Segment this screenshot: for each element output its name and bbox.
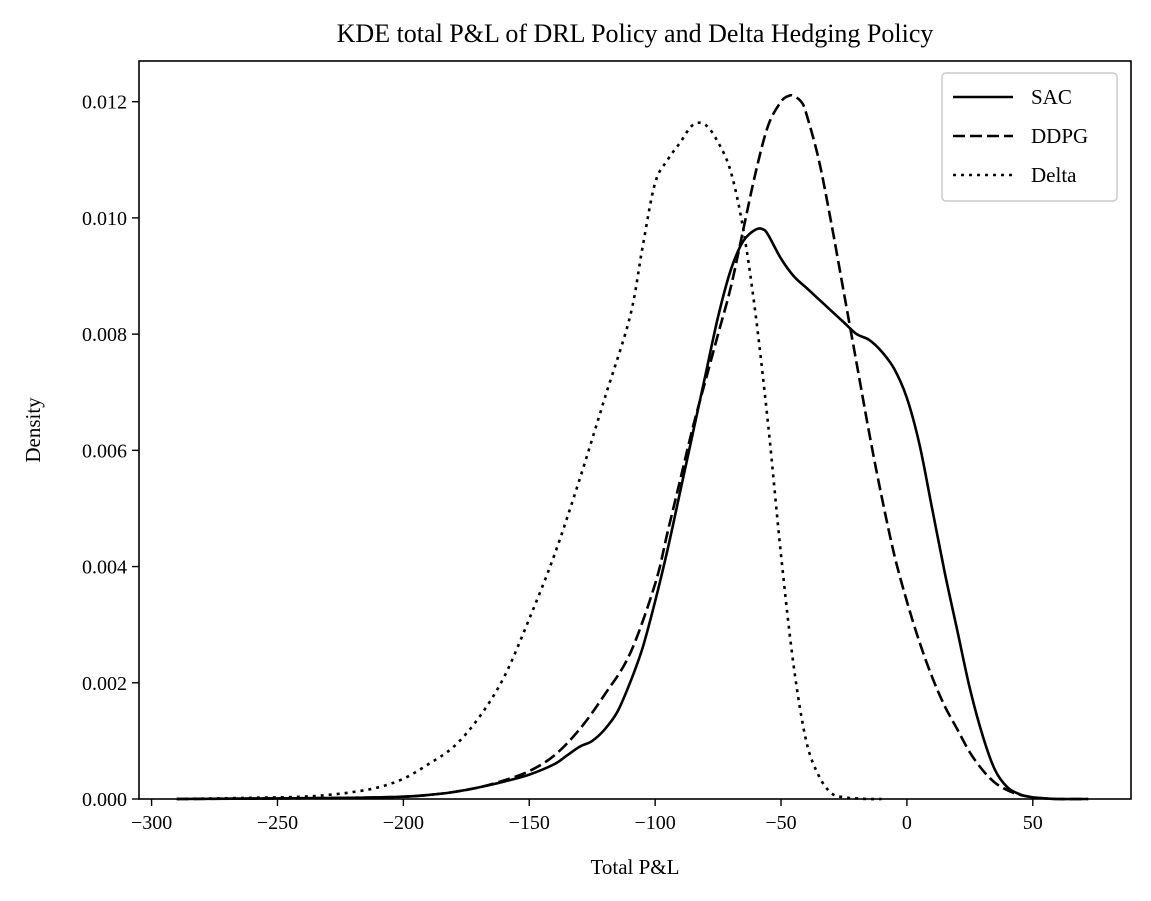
x-tick-label: −200 xyxy=(383,812,424,834)
y-tick-label: 0.012 xyxy=(82,92,127,114)
y-tick-label: 0.006 xyxy=(82,440,127,462)
x-tick-label: −100 xyxy=(635,812,676,834)
legend-label-delta: Delta xyxy=(1031,163,1077,187)
y-tick-label: 0.000 xyxy=(82,789,127,811)
y-tick-label: 0.004 xyxy=(82,557,127,579)
x-tick-label: −300 xyxy=(131,812,172,834)
legend-box xyxy=(941,72,1118,202)
x-tick-label: −150 xyxy=(509,812,550,834)
legend: SAC DDPG Delta xyxy=(941,72,1118,202)
x-tick-label: 0 xyxy=(902,812,912,834)
x-axis-title: Total P&L xyxy=(591,855,680,879)
x-tick-label: −250 xyxy=(257,812,298,834)
plot-area xyxy=(176,93,1089,801)
plot-frame xyxy=(138,60,1132,800)
x-tick-label: −50 xyxy=(765,812,796,834)
y-axis-title: Density xyxy=(21,397,45,463)
y-tick-label: 0.010 xyxy=(82,208,127,230)
y-tick-label: 0.008 xyxy=(82,324,127,346)
x-axis: −300 −250 −200 −150 −100 −50 0 50 xyxy=(131,799,1043,834)
x-tick-label: 50 xyxy=(1023,812,1043,834)
y-tick-label: 0.002 xyxy=(82,673,127,695)
y-axis: 0.000 0.002 0.004 0.006 0.008 0.010 0.012 xyxy=(82,92,139,811)
legend-label-sac: SAC xyxy=(1031,85,1072,109)
legend-label-ddpg: DDPG xyxy=(1031,124,1088,148)
series-line-ddpg xyxy=(176,93,1089,801)
chart-title: KDE total P&L of DRL Policy and Delta He… xyxy=(337,19,934,48)
series-line-delta xyxy=(176,121,882,801)
series-line-sac xyxy=(176,227,1089,801)
